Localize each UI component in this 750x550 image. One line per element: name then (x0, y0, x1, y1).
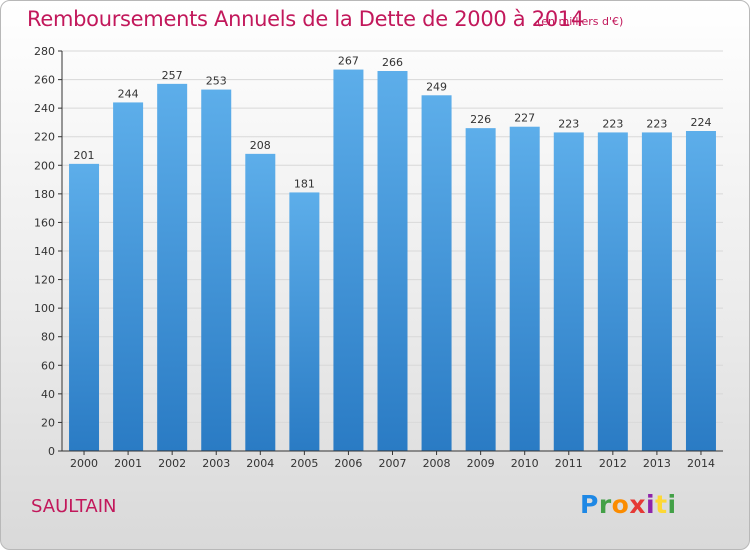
bar-2013 (641, 132, 672, 451)
y-tick-label: 100 (34, 302, 55, 315)
bar-value-label: 181 (294, 177, 315, 190)
bar-2011 (553, 132, 584, 451)
y-tick-label: 220 (34, 131, 55, 144)
bar-2001 (113, 102, 144, 451)
bar-2004 (245, 153, 276, 451)
bar-value-label: 266 (382, 56, 403, 69)
y-tick-label: 60 (41, 359, 55, 372)
axes: 0 20 40 60 80 100 120 140 160 180 200 220 240 260 280 2… (34, 45, 723, 470)
bar-value-label: 201 (74, 149, 95, 162)
y-tick-label: 160 (34, 216, 55, 229)
x-tick-label: 2004 (246, 457, 274, 470)
bar-2009 (465, 128, 496, 451)
bar-value-label: 253 (206, 75, 227, 88)
x-tick-label: 2006 (334, 457, 362, 470)
x-tick-label: 2014 (687, 457, 715, 470)
y-tick-label: 40 (41, 388, 55, 401)
bar-2007 (377, 71, 408, 451)
y-tick-label: 0 (48, 445, 55, 458)
bar-2008 (421, 95, 452, 452)
bar-2014 (685, 131, 716, 451)
x-tick-label: 2002 (158, 457, 186, 470)
bar-value-label: 223 (646, 117, 667, 130)
bar-value-label: 224 (690, 116, 711, 129)
bar-value-label: 267 (338, 55, 359, 68)
bar-value-label: 223 (558, 117, 579, 130)
bar-value-label: 257 (162, 69, 183, 82)
x-tick-label: 2013 (643, 457, 671, 470)
x-tick-label: 2008 (423, 457, 451, 470)
y-tick-label: 180 (34, 188, 55, 201)
y-tick-label: 20 (41, 416, 55, 429)
x-tick-label: 2005 (290, 457, 318, 470)
y-tick-label: 260 (34, 74, 55, 87)
y-tick-label: 280 (34, 45, 55, 58)
bar-2002 (157, 83, 188, 451)
y-tick-label: 200 (34, 159, 55, 172)
proxiti-logo: Proxiti (580, 490, 677, 519)
y-tick-label: 80 (41, 331, 55, 344)
bar-value-label: 208 (250, 139, 271, 152)
bar-value-label: 227 (514, 112, 535, 125)
bar-value-label: 223 (602, 117, 623, 130)
x-tick-label: 2007 (379, 457, 407, 470)
x-tick-label: 2003 (202, 457, 230, 470)
bar-2006 (333, 69, 364, 452)
y-tick-label: 240 (34, 102, 55, 115)
bar-2000 (69, 163, 100, 451)
x-tick-label: 2000 (70, 457, 98, 470)
bar-2010 (509, 126, 540, 451)
chart-unit-note: (en milliers d'€) (537, 15, 624, 28)
bar-value-label: 226 (470, 113, 491, 126)
bar-2012 (597, 132, 628, 451)
bar-value-label: 244 (118, 87, 139, 100)
y-tick-label: 140 (34, 245, 55, 258)
bars: 201 244 257 253 208 181 267 266 249 226 227 223 223 2… (69, 55, 716, 452)
y-tick-label: 120 (34, 274, 55, 287)
place-name: SAULTAIN (31, 496, 117, 517)
bar-2005 (289, 192, 320, 451)
chart-title: Remboursements Annuels de la Dette de 20… (27, 7, 584, 31)
x-tick-label: 2001 (114, 457, 142, 470)
x-tick-label: 2009 (467, 457, 495, 470)
x-tick-label: 2012 (599, 457, 627, 470)
bar-2003 (201, 89, 232, 452)
bar-value-label: 249 (426, 80, 447, 93)
x-tick-label: 2010 (511, 457, 539, 470)
x-tick-label: 2011 (555, 457, 583, 470)
